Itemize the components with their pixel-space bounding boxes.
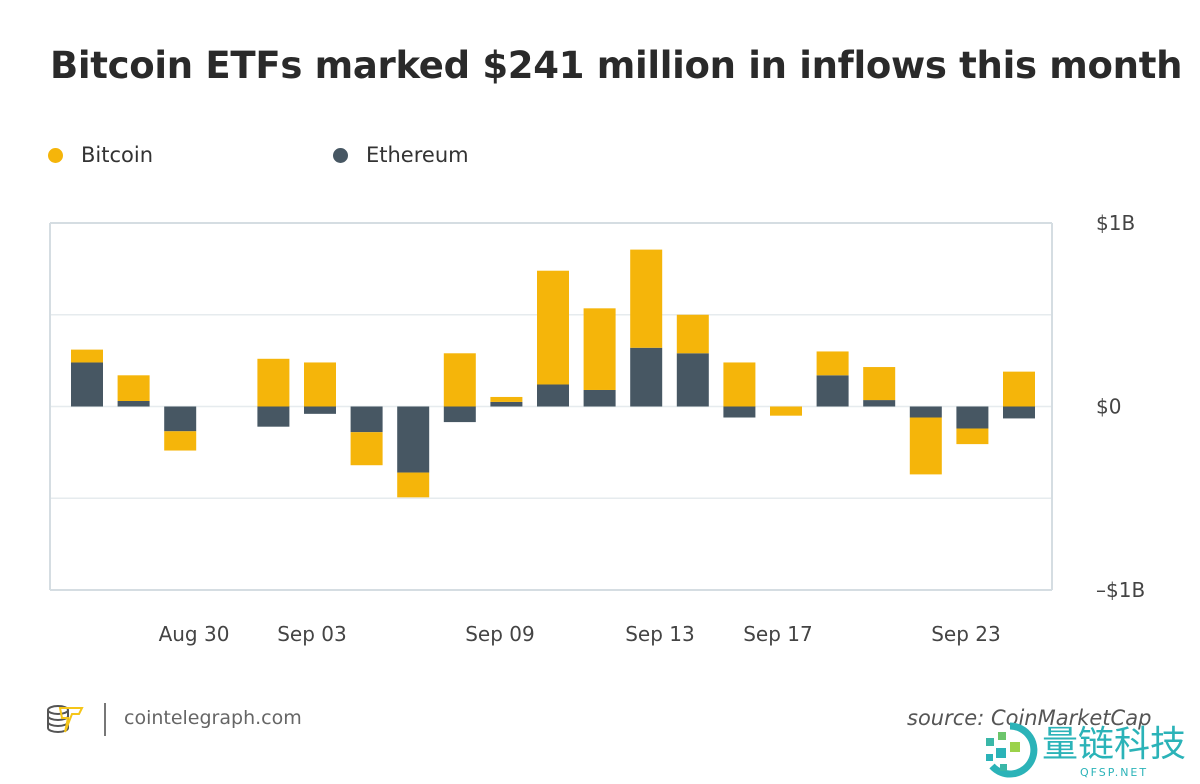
bar-bitcoin-sep-25: [1003, 371, 1035, 407]
bar-bitcoin-sep-24: [956, 428, 989, 445]
bar-ethereum-sep-05: [350, 406, 383, 433]
bar-bitcoin-aug-28: [71, 349, 103, 363]
bar-ethereum-sep-25: [1003, 406, 1035, 419]
bar-bitcoin-sep-04: [304, 362, 336, 407]
x-tick-label: Sep 23: [931, 622, 1001, 646]
bar-ethereum-sep-13: [630, 347, 663, 407]
bar-bitcoin-sep-09: [443, 353, 476, 407]
legend-label-ethereum: Ethereum: [366, 143, 469, 167]
legend-bitcoin: Bitcoin: [48, 143, 153, 167]
bar-ethereum-sep-20: [863, 400, 896, 407]
y-tick-label: $1B: [1096, 211, 1135, 235]
x-tick-label: Sep 03: [277, 622, 347, 646]
footer-site-link[interactable]: cointelegraph.com: [124, 707, 302, 729]
bar-ethereum-sep-10: [490, 401, 523, 407]
bar-bitcoin-sep-19: [816, 351, 849, 376]
bar-ethereum-sep-19: [816, 375, 849, 407]
bar-bitcoin-sep-12: [583, 308, 616, 390]
bar-ethereum-sep-11: [537, 384, 569, 407]
bar-bitcoin-sep-10: [490, 396, 523, 402]
legend-label-bitcoin: Bitcoin: [81, 143, 154, 167]
cointelegraph-logo-icon: [46, 702, 86, 742]
y-tick-label: $0: [1096, 395, 1121, 419]
chart-title: Bitcoin ETFs marked $241 million in infl…: [50, 44, 1183, 87]
bar-bitcoin-sep-06: [397, 472, 430, 498]
footer-divider: [104, 703, 106, 736]
bar-ethereum-sep-12: [583, 389, 616, 407]
bar-bitcoin-sep-17: [723, 362, 756, 407]
bar-ethereum-sep-06: [397, 406, 430, 473]
bar-bitcoin-sep-20: [863, 367, 896, 401]
bar-bitcoin-sep-03: [257, 358, 290, 407]
bar-bitcoin-sep-11: [537, 270, 569, 385]
bar-bitcoin-aug-30: [164, 431, 197, 451]
bar-ethereum-sep-24: [956, 406, 989, 429]
bar-bitcoin-sep-18: [770, 406, 802, 416]
legend-ethereum: Ethereum: [333, 143, 469, 167]
legend-dot-bitcoin-icon: [48, 147, 63, 163]
bar-ethereum-sep-16: [676, 353, 709, 407]
bar-bitcoin-sep-16: [676, 314, 709, 354]
x-tick-label: Sep 09: [465, 622, 535, 646]
bar-ethereum-sep-04: [304, 406, 336, 414]
x-tick-label: Aug 30: [159, 622, 230, 646]
bar-ethereum-aug-28: [71, 362, 103, 407]
legend-dot-ethereum-icon: [333, 147, 348, 163]
x-tick-label: Sep 17: [743, 622, 813, 646]
watermark-logo: 量链科技 QFSP.NET: [980, 720, 1200, 784]
bar-ethereum-sep-17: [723, 406, 756, 418]
bar-bitcoin-sep-05: [350, 432, 383, 466]
bar-ethereum-aug-30: [164, 406, 197, 432]
x-tick-label: Sep 13: [625, 622, 695, 646]
y-tick-label: –$1B: [1096, 578, 1145, 602]
bar-bitcoin-sep-23: [909, 417, 942, 475]
bar-ethereum-sep-03: [257, 406, 290, 427]
bar-ethereum-sep-09: [443, 406, 476, 423]
source-note: source: CoinMarketCap: [907, 706, 1152, 730]
svg-text:量链科技: 量链科技: [1042, 724, 1186, 765]
svg-text:QFSP.NET: QFSP.NET: [1080, 766, 1148, 779]
bar-bitcoin-aug-29: [117, 375, 150, 401]
bar-bitcoin-sep-13: [630, 249, 663, 348]
bar-ethereum-aug-29: [117, 400, 150, 407]
bar-ethereum-sep-23: [909, 406, 942, 418]
